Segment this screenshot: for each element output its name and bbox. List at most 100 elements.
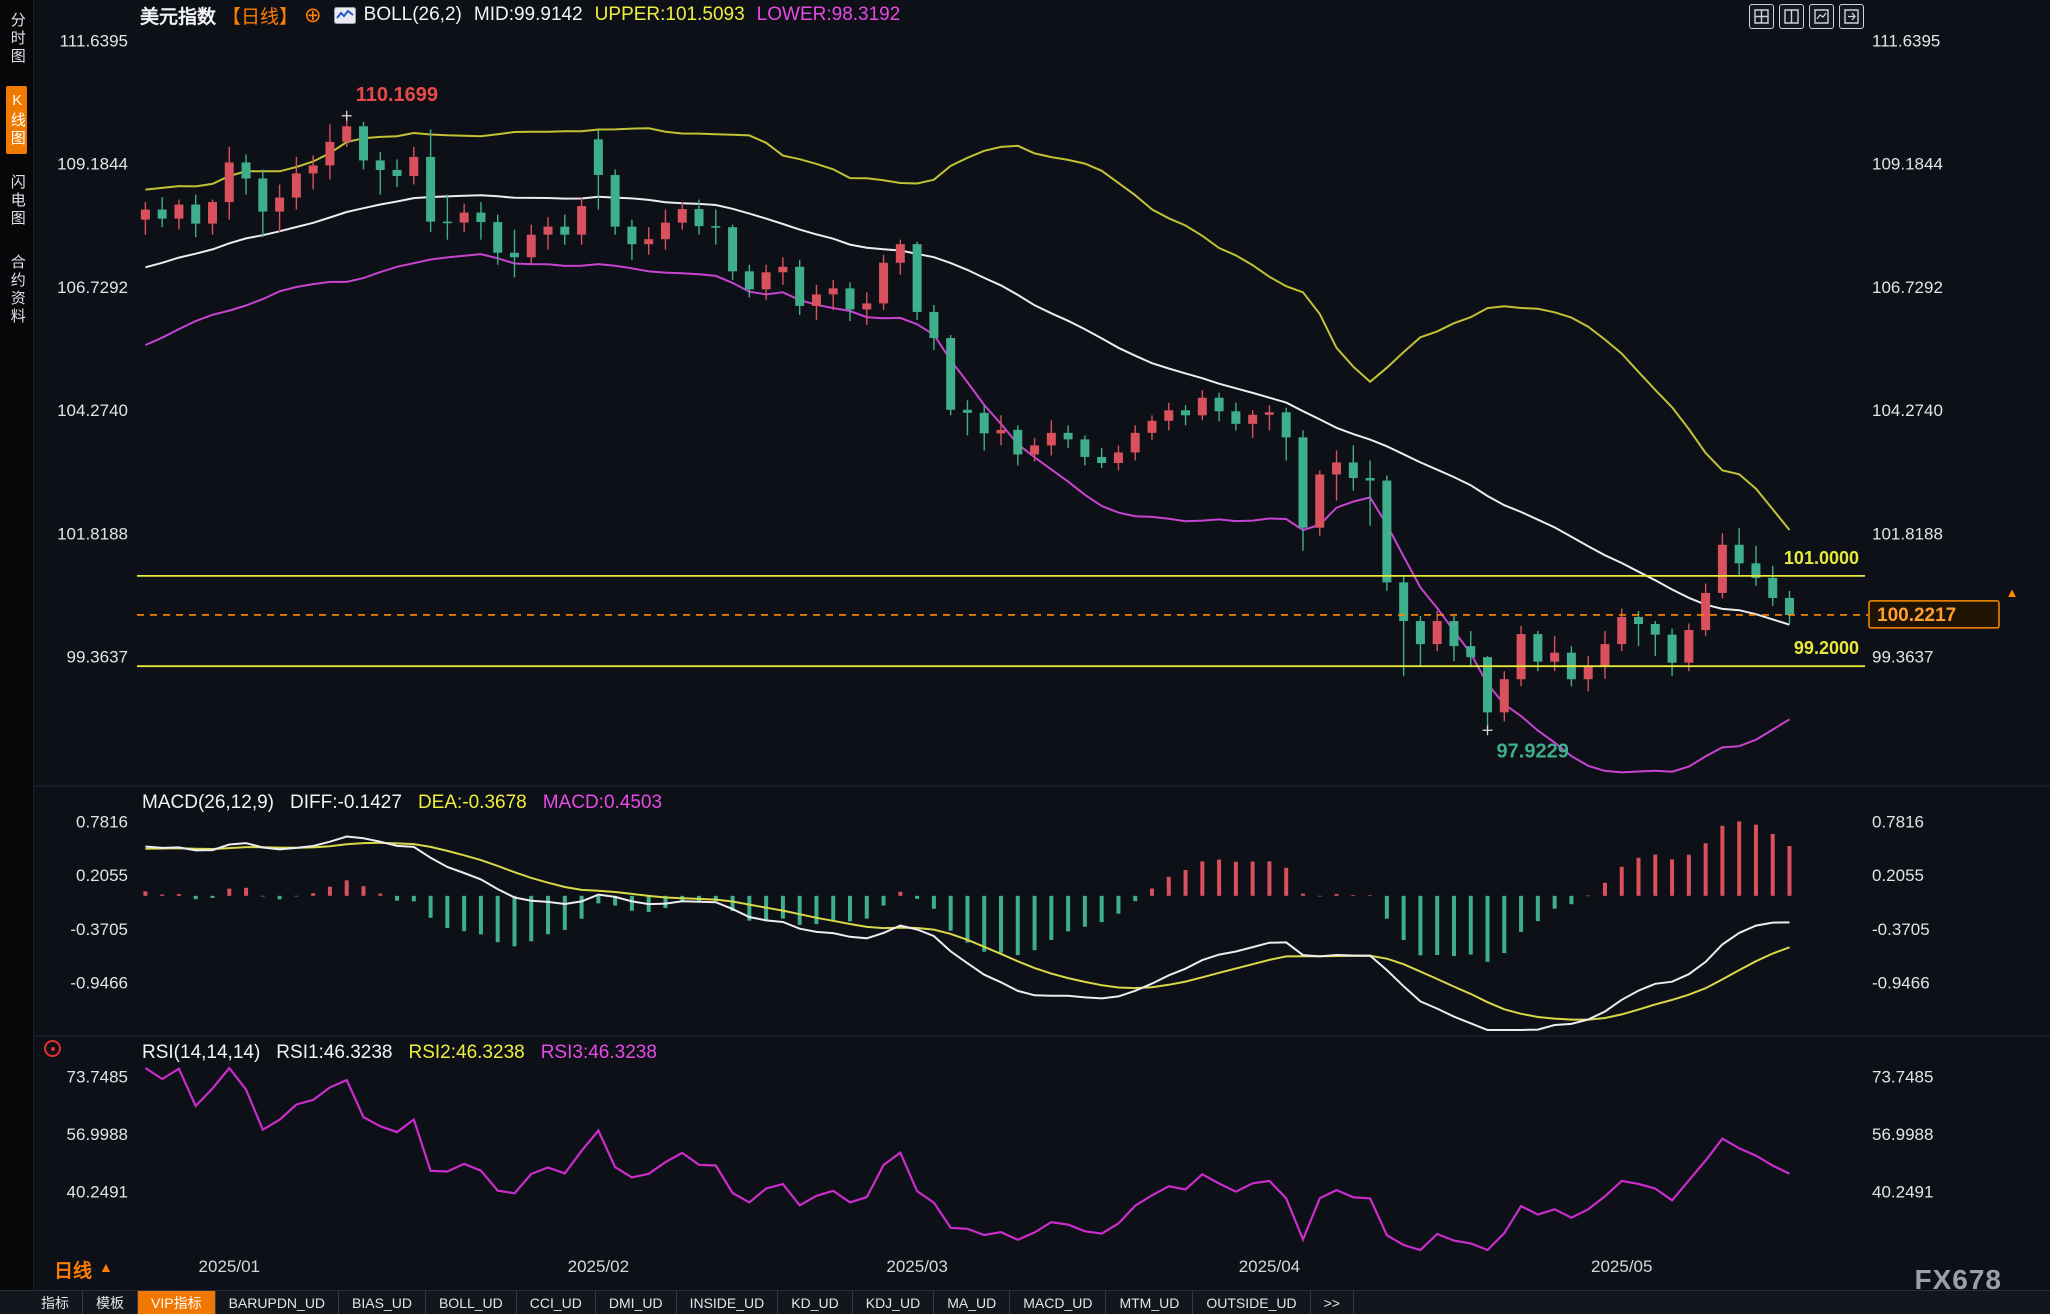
alert-line-label: 99.2000 — [1794, 638, 1859, 658]
pop-out-layout-icon[interactable] — [1839, 4, 1864, 29]
sidebar-item-time-chart[interactable]: 分时图 — [8, 12, 26, 66]
month-label: 2025/04 — [1239, 1257, 1300, 1276]
macd-panel — [143, 821, 1792, 1031]
single-chart-layout-icon[interactable] — [1809, 4, 1834, 29]
macd-dea-value: DEA:-0.3678 — [417, 792, 527, 813]
svg-text:109.1844: 109.1844 — [57, 155, 128, 174]
svg-text:40.2491: 40.2491 — [1872, 1182, 1933, 1201]
rsi-params-label: RSI(14,14,14) — [142, 1042, 261, 1063]
chart-type-sidebar: 分时图 K线图 闪电图 合约资料 — [0, 0, 34, 1290]
tab-vip-indicators[interactable]: VIP指标 — [138, 1291, 216, 1314]
svg-text:73.7485: 73.7485 — [67, 1067, 128, 1086]
svg-text:0.2055: 0.2055 — [1872, 866, 1924, 885]
tab-more[interactable]: >> — [1311, 1291, 1354, 1314]
svg-text:-0.9466: -0.9466 — [70, 973, 128, 992]
diff-line — [145, 835, 1790, 1031]
month-label: 2025/02 — [568, 1257, 629, 1276]
panel-dividers — [0, 785, 2050, 1037]
rsi-axis-labels: 73.7485 73.7485 56.9988 56.9988 40.2491 40.24… — [67, 1067, 1934, 1201]
svg-text:0.7816: 0.7816 — [1872, 812, 1924, 831]
price-annotations: 110.1699 97.9229 — [341, 84, 1569, 762]
tab-macd-ud[interactable]: MACD_UD — [1010, 1291, 1107, 1314]
tab-cci-ud[interactable]: CCI_UD — [517, 1291, 596, 1314]
tab-kdj-ud[interactable]: KDJ_UD — [853, 1291, 935, 1314]
rsi-header: RSI(14,14,14) RSI1:46.3238 RSI2:46.3238 … — [142, 1042, 657, 1064]
boll-lower-value: LOWER:98.3192 — [756, 4, 901, 25]
sidebar-item-lightning-chart[interactable]: 闪电图 — [8, 174, 26, 228]
rsi1-value: RSI1:46.3238 — [276, 1042, 393, 1063]
bollinger-bands — [145, 127, 1791, 774]
tab-ma-ud[interactable]: MA_UD — [934, 1291, 1011, 1314]
tab-indicators[interactable]: 指标 — [28, 1291, 83, 1314]
alert-line-label: 101.0000 — [1784, 548, 1859, 568]
svg-text:109.1844: 109.1844 — [1872, 155, 1943, 174]
scroll-latest-icon: ▲ — [2006, 585, 2019, 600]
add-indicator-icon[interactable]: ⊕ — [304, 3, 322, 27]
rsi3-value: RSI3:46.3238 — [540, 1042, 657, 1063]
svg-text:73.7485: 73.7485 — [1872, 1067, 1933, 1086]
dea-line — [145, 841, 1790, 1021]
horizontal-alert-lines[interactable]: 101.0000 99.2000 — [137, 548, 1865, 668]
tab-dmi-ud[interactable]: DMI_UD — [596, 1291, 677, 1314]
tab-bias-ud[interactable]: BIAS_UD — [339, 1291, 426, 1314]
tab-mtm-ud[interactable]: MTM_UD — [1106, 1291, 1194, 1314]
svg-text:56.9988: 56.9988 — [67, 1125, 128, 1144]
symbol-title: 美元指数 — [140, 6, 217, 28]
sidebar-item-contract-info[interactable]: 合约资料 — [8, 254, 26, 326]
tab-boll-ud[interactable]: BOLL_UD — [426, 1291, 517, 1314]
tab-outside-ud[interactable]: OUTSIDE_UD — [1193, 1291, 1311, 1314]
boll-params-label: BOLL(26,2) — [363, 4, 462, 25]
svg-text:101.8188: 101.8188 — [57, 524, 128, 543]
tab-inside-ud[interactable]: INSIDE_UD — [677, 1291, 779, 1314]
svg-text:0.2055: 0.2055 — [76, 866, 128, 885]
macd-header: MACD(26,12,9) DIFF:-0.1427 DEA:-0.3678 M… — [142, 792, 662, 814]
high-price-label: 110.1699 — [356, 84, 438, 106]
svg-text:56.9988: 56.9988 — [1872, 1125, 1933, 1144]
month-label: 2025/01 — [199, 1257, 260, 1276]
record-dot-icon[interactable] — [44, 1040, 61, 1057]
layout-icon-group — [1749, 4, 1864, 29]
svg-text:0.7816: 0.7816 — [76, 812, 128, 831]
svg-text:40.2491: 40.2491 — [67, 1182, 128, 1201]
svg-text:-0.3705: -0.3705 — [1872, 920, 1930, 939]
period-tag[interactable]: 【日线】 — [222, 6, 299, 28]
boll-mid-value: MID:99.9142 — [473, 4, 583, 25]
boll-indicator-icon[interactable] — [333, 6, 356, 24]
tab-barupdn-ud[interactable]: BARUPDN_UD — [216, 1291, 340, 1314]
svg-text:111.6395: 111.6395 — [1872, 32, 1940, 51]
svg-text:106.7292: 106.7292 — [57, 278, 128, 297]
svg-text:106.7292: 106.7292 — [1872, 278, 1943, 297]
svg-text:104.2740: 104.2740 — [1872, 401, 1943, 420]
indicator-tabbar: 指标 模板 VIP指标 BARUPDN_UD BIAS_UD BOLL_UD C… — [0, 1290, 2050, 1314]
candles-layer — [140, 115, 1795, 731]
quad-layout-icon[interactable] — [1749, 4, 1774, 29]
macd-hist-value: MACD:0.4503 — [542, 792, 663, 813]
period-selector-label: 日线 — [54, 1261, 93, 1282]
period-selector[interactable]: 日线 ▲ — [54, 1256, 113, 1283]
price-axis-labels: 111.6395 111.6395 109.1844 109.1844 106.7292… — [57, 32, 1943, 667]
rsi2-value: RSI2:46.3238 — [408, 1042, 525, 1063]
month-axis: 2025/01 2025/02 2025/03 2025/04 2025/05 — [199, 1257, 1653, 1276]
svg-text:111.6395: 111.6395 — [60, 32, 128, 51]
brand-watermark: FX678 — [1914, 1264, 2002, 1295]
chevron-up-icon: ▲ — [99, 1259, 113, 1275]
macd-params-label: MACD(26,12,9) — [142, 792, 274, 813]
month-label: 2025/05 — [1591, 1257, 1652, 1276]
chart-header: 美元指数 【日线】 ⊕ BOLL(26,2) MID:99.9142 UPPER… — [140, 0, 900, 30]
rsi3-line — [144, 1066, 1790, 1252]
month-label: 2025/03 — [886, 1257, 947, 1276]
svg-text:99.3637: 99.3637 — [1872, 647, 1933, 666]
last-price-line: 100.2217 ▲ — [137, 585, 2019, 629]
low-price-label: 97.9229 — [1497, 740, 1569, 762]
tab-kd-ud[interactable]: KD_UD — [778, 1291, 853, 1314]
macd-axis-labels: 0.7816 0.7816 0.2055 0.2055 -0.3705 -0.3705 -0… — [70, 812, 1929, 992]
svg-text:104.2740: 104.2740 — [57, 401, 128, 420]
dual-layout-icon[interactable] — [1779, 4, 1804, 29]
last-price-tag: 100.2217 — [1877, 605, 1956, 626]
svg-text:99.3637: 99.3637 — [67, 647, 128, 666]
svg-text:-0.3705: -0.3705 — [70, 920, 128, 939]
tab-templates[interactable]: 模板 — [83, 1291, 138, 1314]
sidebar-item-kline-chart[interactable]: K线图 — [6, 86, 27, 154]
svg-text:101.8188: 101.8188 — [1872, 524, 1943, 543]
